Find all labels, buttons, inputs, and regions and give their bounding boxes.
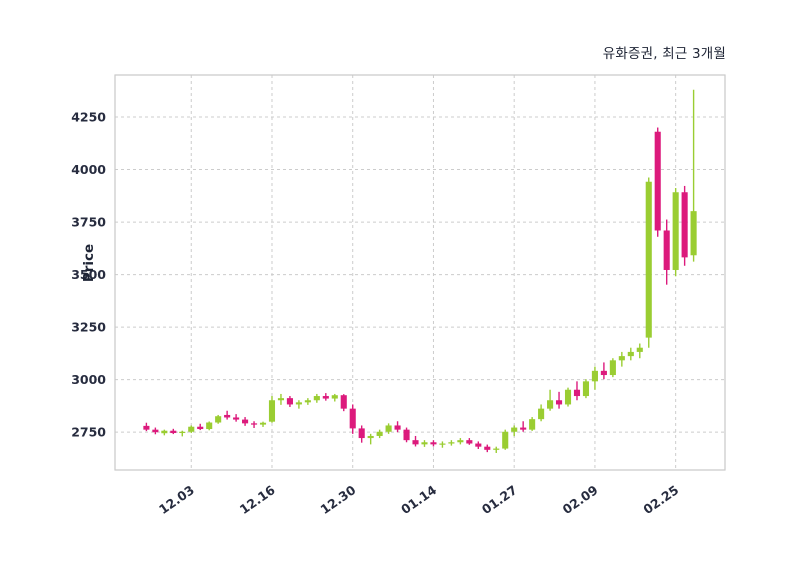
svg-text:3500: 3500 [71,267,106,282]
svg-text:3750: 3750 [71,215,106,230]
svg-text:3250: 3250 [71,320,106,335]
svg-text:01.27: 01.27 [479,482,520,517]
svg-text:3000: 3000 [71,372,106,387]
y-axis-label: Price [81,243,98,283]
svg-text:02.09: 02.09 [560,482,601,517]
svg-text:2750: 2750 [71,425,106,440]
svg-text:02.25: 02.25 [640,482,681,517]
chart-title: 유화증권, 최근 3개월 [602,46,726,62]
svg-text:4000: 4000 [71,162,106,177]
svg-text:12.16: 12.16 [237,482,278,517]
svg-text:12.30: 12.30 [317,482,358,517]
svg-text:12.03: 12.03 [156,482,197,517]
svg-text:4250: 4250 [71,110,106,125]
svg-text:01.14: 01.14 [398,482,439,517]
